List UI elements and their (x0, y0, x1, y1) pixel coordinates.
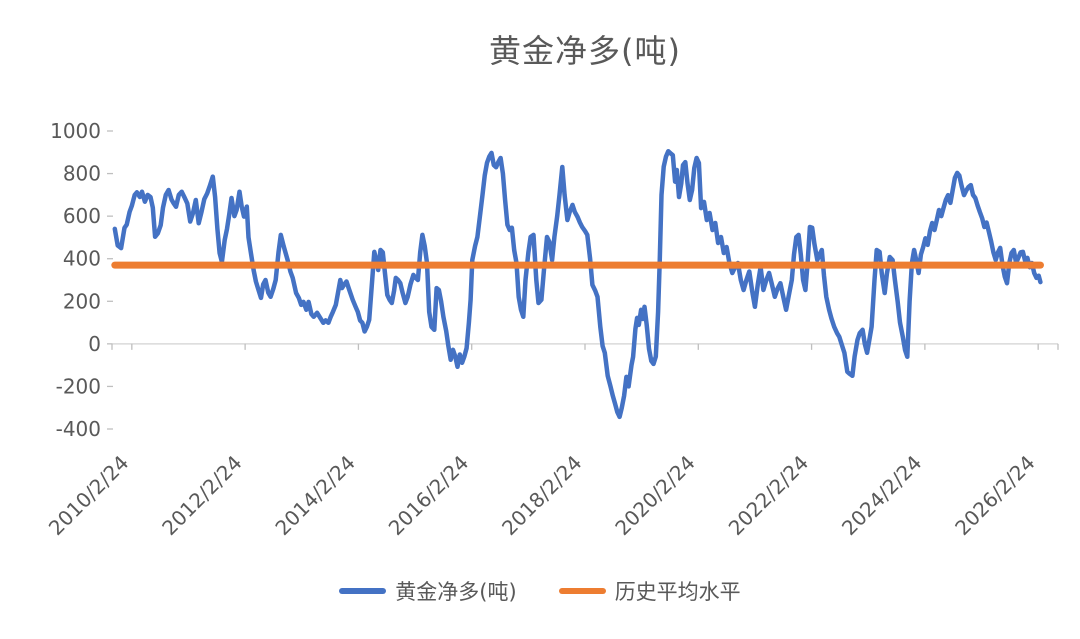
svg-text:2020/2/24: 2020/2/24 (610, 451, 699, 540)
svg-text:2018/2/24: 2018/2/24 (497, 451, 586, 540)
svg-text:800: 800 (63, 162, 101, 186)
svg-text:-200: -200 (56, 374, 101, 398)
svg-text:2024/2/24: 2024/2/24 (837, 451, 926, 540)
legend-item-gold-net-long: 黄金净多(吨) (339, 576, 517, 606)
svg-text:2026/2/24: 2026/2/24 (950, 451, 1039, 540)
legend-swatch-line-icon (558, 588, 606, 594)
svg-text:2012/2/24: 2012/2/24 (157, 451, 246, 540)
svg-text:2010/2/24: 2010/2/24 (44, 451, 133, 540)
svg-text:2016/2/24: 2016/2/24 (384, 451, 473, 540)
svg-text:0: 0 (88, 332, 101, 356)
legend-label-gold-net-long: 黄金净多(吨) (395, 580, 517, 604)
legend-label-historical-average: 历史平均水平 (614, 580, 741, 604)
svg-text:200: 200 (63, 289, 101, 313)
svg-text:2014/2/24: 2014/2/24 (270, 451, 359, 540)
legend-item-historical-average: 历史平均水平 (558, 576, 741, 606)
svg-text:-400: -400 (56, 417, 101, 441)
svg-text:600: 600 (63, 204, 101, 228)
svg-text:2022/2/24: 2022/2/24 (724, 451, 813, 540)
svg-text:400: 400 (63, 247, 101, 271)
chart-title: 黄金净多(吨) (489, 32, 681, 70)
chart-legend: 黄金净多(吨) 历史平均水平 (0, 576, 1080, 606)
svg-text:1000: 1000 (50, 119, 101, 143)
legend-swatch-line-icon (339, 588, 387, 594)
